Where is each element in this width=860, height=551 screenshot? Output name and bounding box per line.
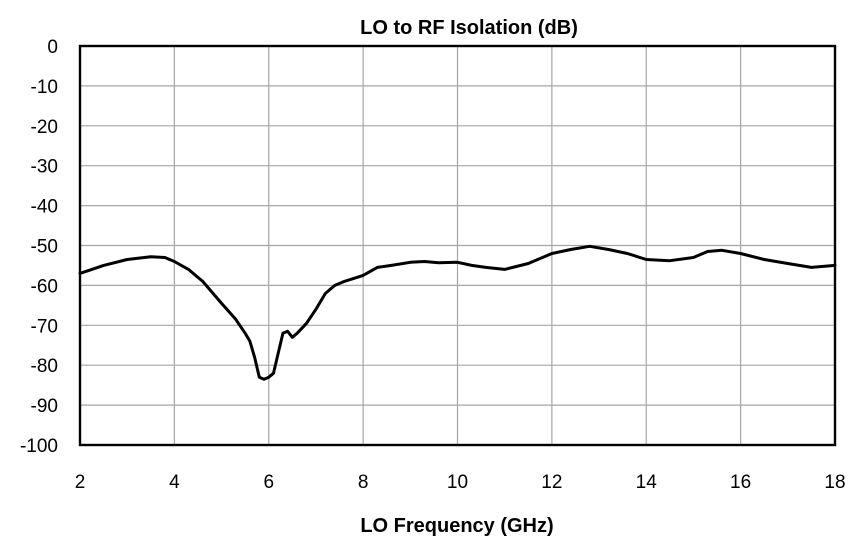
x-tick-label: 14: [636, 472, 658, 493]
x-tick-label: 8: [358, 472, 369, 493]
y-tick-label: -100: [20, 436, 58, 457]
x-tick-label: 4: [169, 472, 180, 493]
y-tick-label: -90: [31, 396, 58, 417]
chart-title: LO to RF Isolation (dB): [360, 17, 578, 39]
y-tick-label: -10: [31, 77, 58, 98]
y-tick-label: -30: [31, 157, 58, 178]
grid-lines: [80, 46, 835, 445]
x-axis-ticks: 2 4 6 8 10 12 14 16 18: [75, 472, 846, 493]
y-tick-label: -70: [31, 316, 58, 337]
x-tick-label: 12: [541, 472, 562, 493]
y-tick-label: -50: [31, 237, 58, 258]
plot-area-frame: [78, 44, 837, 447]
series-line: [78, 244, 837, 381]
x-tick-label: 18: [824, 472, 845, 493]
x-tick-label: 10: [447, 472, 468, 493]
x-tick-label: 2: [75, 472, 86, 493]
x-tick-label: 6: [263, 472, 274, 493]
y-axis-ticks: 0 -10 -20 -30 -40 -50 -60 -70 -80 -90 -100: [20, 37, 58, 457]
y-tick-label: -60: [31, 276, 58, 297]
x-tick-label: 16: [730, 472, 751, 493]
x-axis-title: LO Frequency (GHz): [360, 515, 553, 537]
y-tick-label: 0: [47, 37, 58, 58]
y-tick-label: -80: [31, 356, 58, 377]
series-layer: [78, 244, 837, 381]
y-tick-label: -40: [31, 197, 58, 218]
y-tick-label: -20: [31, 117, 58, 138]
